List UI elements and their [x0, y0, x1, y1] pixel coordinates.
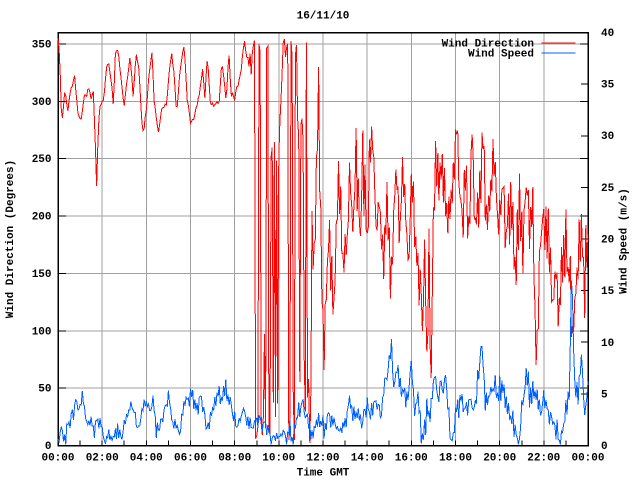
svg-text:50: 50	[38, 384, 51, 396]
svg-text:16:00: 16:00	[395, 453, 428, 465]
svg-text:150: 150	[32, 269, 52, 281]
svg-text:00:00: 00:00	[41, 453, 74, 465]
svg-text:08:00: 08:00	[218, 453, 251, 465]
svg-text:250: 250	[32, 154, 52, 166]
svg-text:350: 350	[32, 40, 52, 52]
svg-text:10:00: 10:00	[262, 453, 295, 465]
svg-text:06:00: 06:00	[174, 453, 207, 465]
svg-text:18:00: 18:00	[439, 453, 472, 465]
svg-text:22:00: 22:00	[527, 453, 560, 465]
svg-text:0: 0	[601, 441, 608, 453]
svg-text:04:00: 04:00	[130, 453, 163, 465]
svg-text:300: 300	[32, 97, 52, 109]
svg-text:02:00: 02:00	[86, 453, 119, 465]
svg-text:0: 0	[45, 441, 52, 453]
svg-text:20: 20	[601, 235, 614, 247]
svg-text:5: 5	[601, 389, 608, 401]
svg-text:14:00: 14:00	[351, 453, 384, 465]
svg-text:Wind Speed (m/s): Wind Speed (m/s)	[619, 188, 631, 294]
svg-text:20:00: 20:00	[483, 453, 516, 465]
svg-text:200: 200	[32, 212, 52, 224]
svg-text:30: 30	[601, 131, 614, 143]
svg-text:100: 100	[32, 326, 52, 338]
svg-text:40: 40	[601, 28, 614, 40]
svg-text:35: 35	[601, 80, 615, 92]
svg-text:12:00: 12:00	[306, 453, 339, 465]
svg-text:00:00: 00:00	[571, 453, 604, 465]
svg-text:Time GMT: Time GMT	[297, 468, 350, 480]
svg-text:Wind Direction (Degrees): Wind Direction (Degrees)	[5, 160, 17, 318]
svg-text:25: 25	[601, 183, 615, 195]
svg-text:15: 15	[601, 286, 615, 298]
svg-text:16/11/10: 16/11/10	[297, 11, 350, 23]
svg-text:Wind Speed: Wind Speed	[468, 49, 534, 61]
svg-text:Wind Direction: Wind Direction	[442, 39, 534, 51]
svg-text:10: 10	[601, 338, 614, 350]
